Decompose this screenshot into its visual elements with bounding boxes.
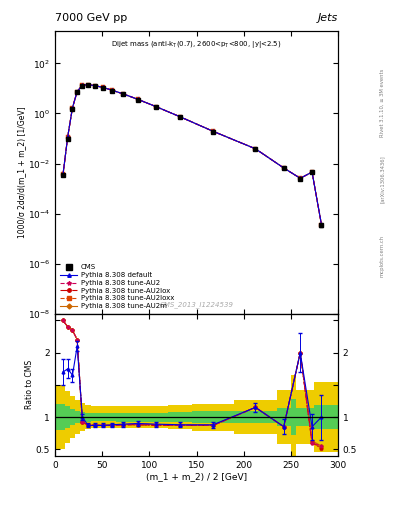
X-axis label: (m_1 + m_2) / 2 [GeV]: (m_1 + m_2) / 2 [GeV] (146, 472, 247, 481)
Text: Dijet mass (anti-k$_\mathregular{T}$(0.7), 2600<p$_\mathregular{T}$<800, |y|<2.5: Dijet mass (anti-k$_\mathregular{T}$(0.7… (111, 39, 282, 50)
Text: Rivet 3.1.10, ≥ 3M events: Rivet 3.1.10, ≥ 3M events (380, 68, 384, 137)
Y-axis label: 1000/σ 2dσ/d(m_1 + m_2) [1/GeV]: 1000/σ 2dσ/d(m_1 + m_2) [1/GeV] (17, 106, 26, 238)
Text: Jets: Jets (318, 13, 338, 23)
Legend: CMS, Pythia 8.308 default, Pythia 8.308 tune-AU2, Pythia 8.308 tune-AU2lox, Pyth: CMS, Pythia 8.308 default, Pythia 8.308 … (59, 263, 176, 311)
Text: mcplots.cern.ch: mcplots.cern.ch (380, 235, 384, 277)
Y-axis label: Ratio to CMS: Ratio to CMS (26, 360, 35, 410)
Text: 7000 GeV pp: 7000 GeV pp (55, 13, 127, 23)
Text: [arXiv:1306.3436]: [arXiv:1306.3436] (380, 155, 384, 203)
Text: CMS_2013_I1224539: CMS_2013_I1224539 (160, 302, 233, 308)
